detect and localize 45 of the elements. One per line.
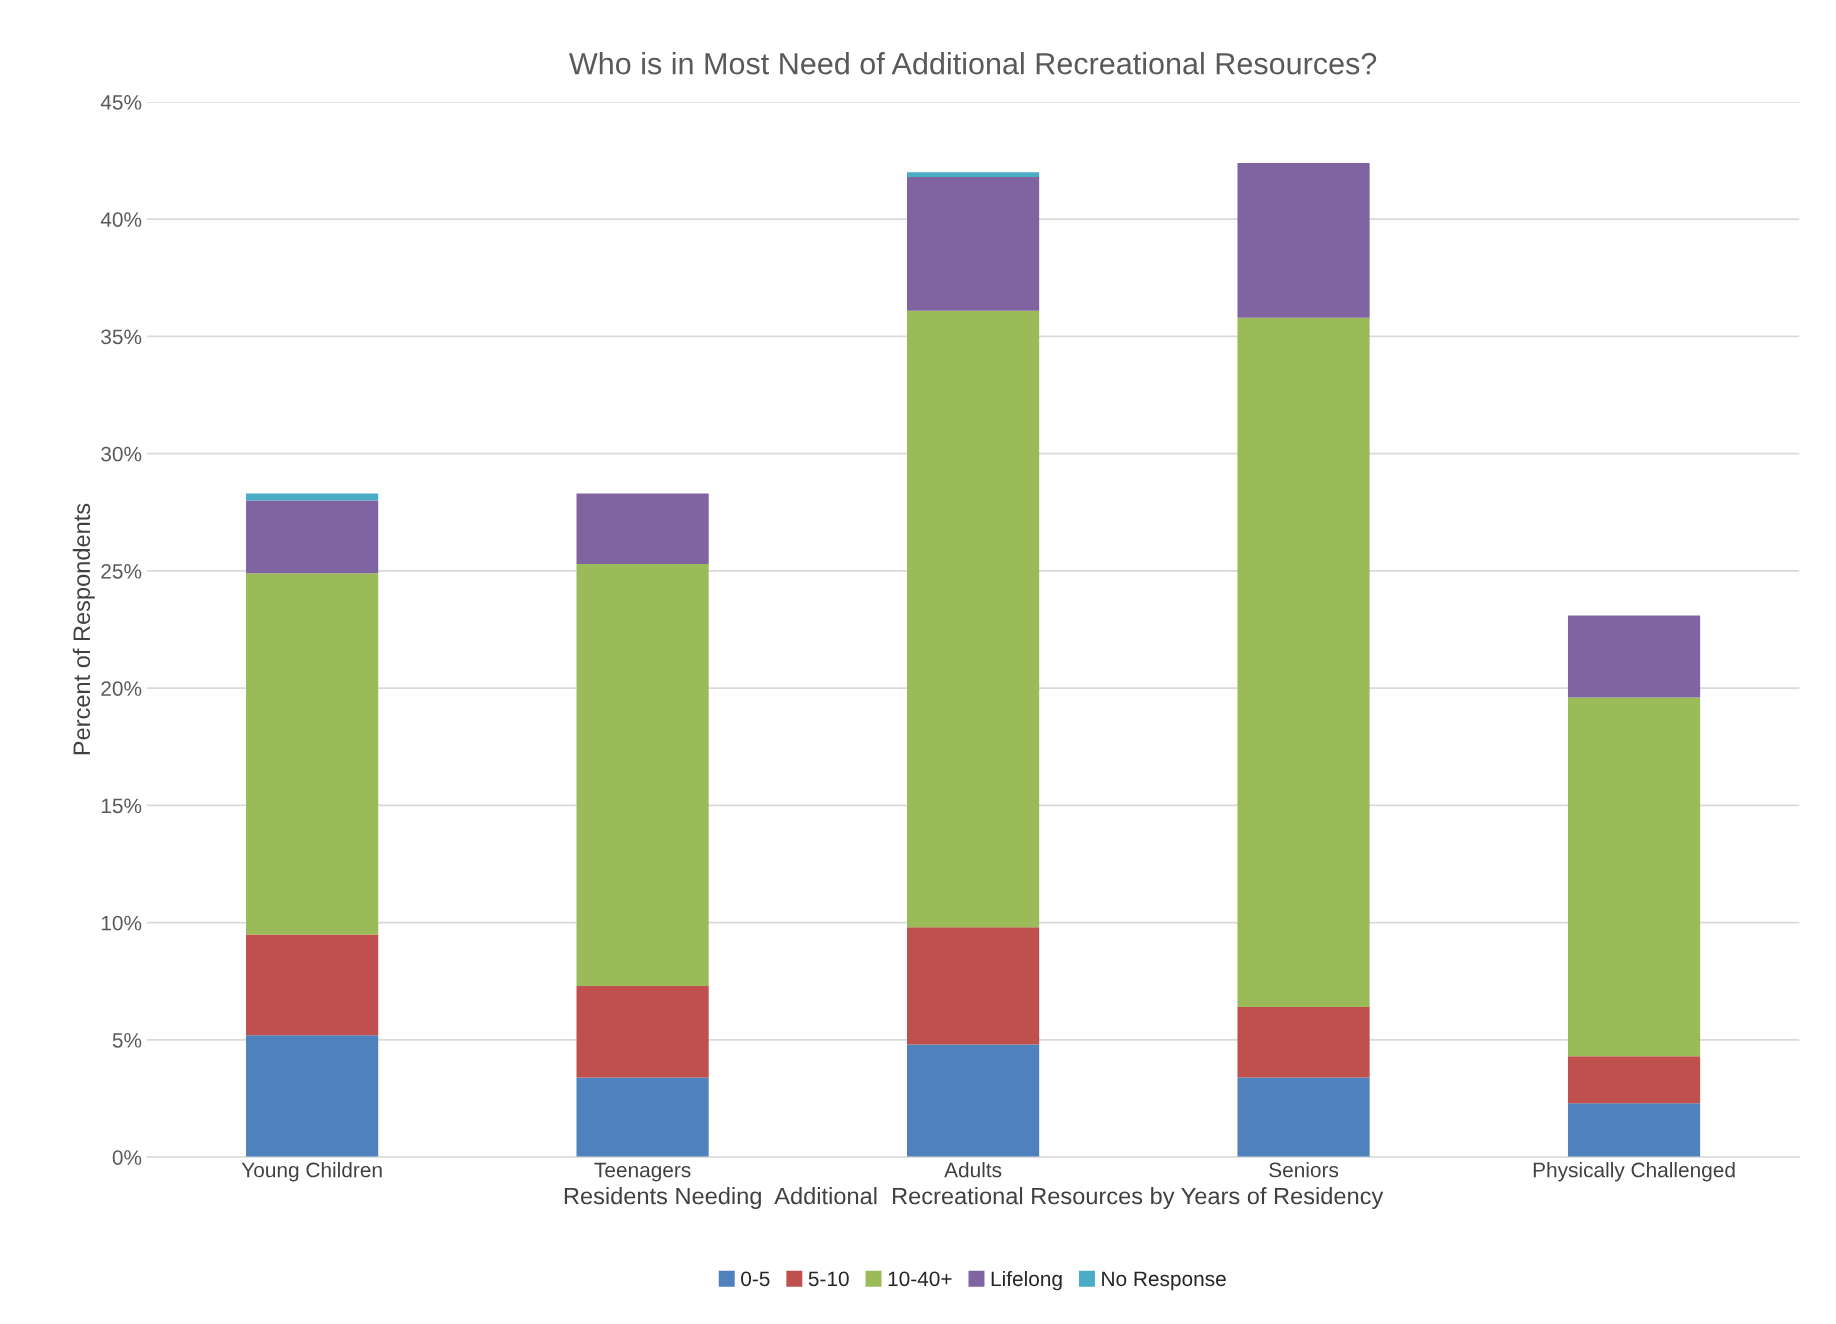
- bar: [576, 493, 709, 564]
- bar: [1567, 615, 1701, 698]
- y-tick-label: 45%: [100, 95, 142, 110]
- legend-label: No Response: [1102, 1271, 1226, 1291]
- bar: [906, 927, 1040, 1045]
- bar: [906, 1044, 1040, 1158]
- legend-label: 0-5: [741, 1271, 770, 1287]
- bar: [1567, 1103, 1701, 1158]
- bar: [246, 934, 379, 1036]
- bar: [1237, 1077, 1370, 1158]
- x-tick-label: Teenagers: [594, 1162, 691, 1182]
- y-tick-label: 25%: [101, 563, 142, 579]
- bar: [246, 573, 379, 935]
- x-tick-label: Physically Challenged: [1533, 1162, 1735, 1182]
- bar: [1567, 697, 1701, 1057]
- legend-label: 10-40+: [888, 1271, 952, 1287]
- x-tick-label: Adults: [944, 1162, 1002, 1178]
- y-tick-label: 5%: [112, 1033, 142, 1048]
- x-tick-label: Seniors: [1269, 1162, 1339, 1178]
- y-axis-title: Percent of Respondents: [72, 503, 95, 755]
- bar: [906, 172, 1040, 177]
- x-tick-label: Young Children: [241, 1162, 382, 1182]
- y-tick-label: 0%: [112, 1150, 142, 1165]
- bar: [246, 1035, 379, 1158]
- bar: [906, 176, 1040, 311]
- bar: [906, 310, 1040, 928]
- y-tick-label: 15%: [101, 798, 142, 814]
- y-tick-label: 30%: [101, 446, 142, 462]
- y-tick-label: 40%: [100, 212, 142, 227]
- bar: [1237, 1007, 1370, 1078]
- bar: [1237, 317, 1370, 1008]
- bar: [1567, 1056, 1701, 1104]
- bar: [576, 563, 709, 986]
- y-tick-label: 10%: [101, 915, 142, 931]
- chart-title: Who is in Most Need of Additional Recreational Resources?: [569, 52, 1377, 75]
- bar: [1237, 162, 1370, 318]
- bar: [246, 493, 379, 501]
- bar: [576, 1077, 709, 1158]
- legend-label: 5-10: [808, 1271, 849, 1287]
- bar: [576, 985, 709, 1078]
- y-tick-label: 35%: [101, 329, 142, 345]
- x-axis-title: Residents Needing Additional Recreational Resources by Years of Residency: [564, 1187, 1384, 1210]
- bar: [246, 500, 379, 574]
- legend-label: Lifelong: [991, 1270, 1062, 1291]
- y-tick-label: 20%: [101, 681, 142, 696]
